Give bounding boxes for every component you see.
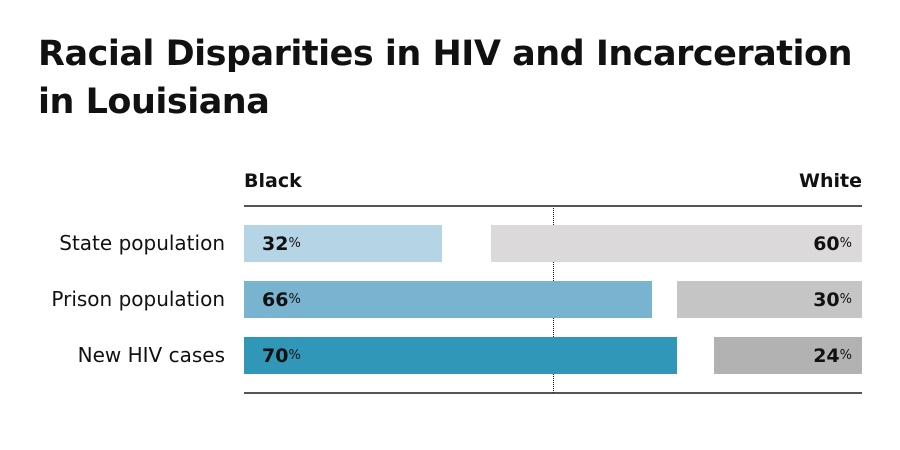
chart-title: Racial Disparities in HIV and Incarcerat… bbox=[38, 34, 853, 122]
value-label-white: 30% bbox=[813, 289, 852, 311]
legend-white: White bbox=[799, 170, 862, 192]
legend-black: Black bbox=[244, 170, 302, 192]
bar-white bbox=[713, 337, 862, 374]
bar-black bbox=[244, 225, 442, 262]
value-label-black: 66% bbox=[262, 289, 301, 311]
value-label-black: 32% bbox=[262, 233, 301, 255]
bar-white bbox=[491, 225, 862, 262]
category-label: State population bbox=[59, 231, 225, 255]
value-label-white: 60% bbox=[813, 233, 852, 255]
category-label: New HIV cases bbox=[77, 343, 225, 367]
bar-white bbox=[676, 281, 862, 318]
bar-black bbox=[244, 281, 652, 318]
bottom-rule bbox=[244, 392, 862, 394]
value-label-white: 24% bbox=[813, 345, 852, 367]
top-rule bbox=[244, 205, 862, 207]
category-label: Prison population bbox=[51, 287, 225, 311]
bar-black bbox=[244, 337, 677, 374]
value-label-black: 70% bbox=[262, 345, 301, 367]
